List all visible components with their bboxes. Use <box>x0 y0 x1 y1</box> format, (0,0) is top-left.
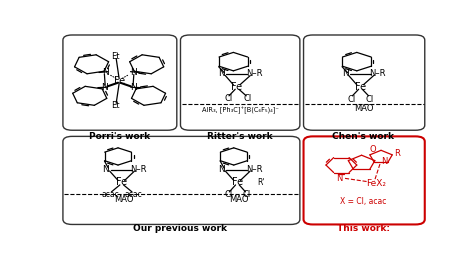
Text: Et: Et <box>111 101 120 110</box>
Text: Cl: Cl <box>243 94 252 103</box>
Text: N: N <box>102 68 109 77</box>
Text: Cl: Cl <box>365 95 374 103</box>
Text: N: N <box>337 174 343 184</box>
Text: FeX₂: FeX₂ <box>366 179 386 188</box>
Text: MAO: MAO <box>229 195 249 204</box>
Text: Fe: Fe <box>116 177 127 188</box>
FancyBboxPatch shape <box>303 35 425 130</box>
Text: O: O <box>369 145 376 153</box>
Text: N–R: N–R <box>369 69 386 78</box>
Text: Chen's work: Chen's work <box>332 132 394 141</box>
Text: MAO: MAO <box>114 195 133 204</box>
Text: Cl: Cl <box>225 94 233 103</box>
Text: Porri's work: Porri's work <box>89 132 150 141</box>
FancyBboxPatch shape <box>181 35 300 130</box>
Text: N–R: N–R <box>246 69 262 78</box>
Text: Cl: Cl <box>224 190 232 199</box>
Text: Fe: Fe <box>355 82 366 92</box>
Text: MAO: MAO <box>354 104 373 113</box>
Text: Fe: Fe <box>231 82 243 92</box>
Text: N: N <box>382 157 388 166</box>
Text: N: N <box>342 69 348 78</box>
Text: N: N <box>101 83 108 92</box>
FancyBboxPatch shape <box>63 136 300 225</box>
Text: N: N <box>218 165 225 174</box>
Text: Et: Et <box>111 52 120 61</box>
Text: N–R: N–R <box>246 165 262 174</box>
Text: acac: acac <box>101 190 119 199</box>
Text: Cl: Cl <box>243 190 251 199</box>
Text: X = Cl, acac: X = Cl, acac <box>340 197 387 206</box>
Text: AlR₃, [Ph₃C]⁺[B(C₆F₅)₄]⁻: AlR₃, [Ph₃C]⁺[B(C₆F₅)₄]⁻ <box>201 106 278 114</box>
Text: N: N <box>130 83 137 92</box>
FancyBboxPatch shape <box>303 136 425 225</box>
Text: Fe: Fe <box>114 76 125 86</box>
Text: Fe: Fe <box>232 177 243 188</box>
Text: This work:: This work: <box>337 224 390 233</box>
Text: N–R: N–R <box>130 165 146 174</box>
Text: Cl: Cl <box>347 95 356 103</box>
FancyBboxPatch shape <box>63 35 177 130</box>
Text: N: N <box>102 165 109 174</box>
Text: N: N <box>130 68 137 77</box>
Text: acac: acac <box>125 190 143 199</box>
Text: R: R <box>394 149 400 158</box>
Text: Our previous work: Our previous work <box>134 224 228 233</box>
Text: N: N <box>218 69 225 78</box>
Text: R': R' <box>257 178 265 187</box>
Text: Ritter's work: Ritter's work <box>207 132 273 141</box>
